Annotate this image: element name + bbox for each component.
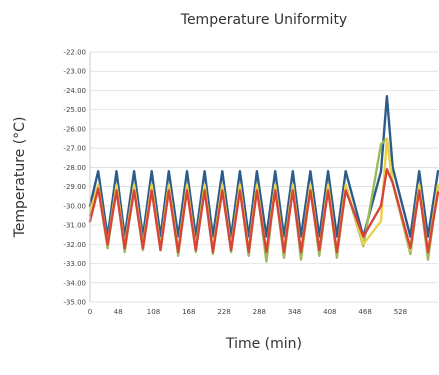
y-tick-label: -35.00: [63, 299, 86, 307]
x-tick-label: 468: [358, 308, 371, 316]
x-tick-label: 168: [182, 308, 195, 316]
y-tick-label: -25.00: [63, 106, 86, 114]
y-tick-label: -33.00: [63, 260, 86, 268]
y-tick-label: -29.00: [63, 183, 86, 191]
x-tick-label: 528: [394, 308, 407, 316]
y-tick-label: -27.00: [63, 145, 86, 153]
chart-title: Temperature Uniformity: [180, 12, 347, 28]
y-tick-label: -24.00: [63, 87, 86, 95]
x-tick-label: 48: [114, 308, 123, 316]
x-axis-ticks: 0 48 108 168 228 288 348 408 468 528: [88, 308, 407, 316]
y-tick-label: -23.00: [63, 68, 86, 76]
x-tick-label: 288: [253, 308, 266, 316]
y-axis-ticks: -22.00 -23.00 -24.00 -25.00 -26.00 -27.00 -28.…: [63, 49, 86, 307]
y-tick-label: -26.00: [63, 125, 86, 133]
gridlines: [90, 51, 438, 303]
series-lines: [88, 94, 439, 263]
y-tick-label: -34.00: [63, 279, 86, 287]
y-tick-label: -31.00: [63, 222, 86, 230]
y-axis-title: Temperature (°C): [12, 117, 28, 239]
y-tick-label: -30.00: [63, 202, 86, 210]
series-line-4: [88, 168, 439, 254]
y-tick-label: -22.00: [63, 49, 86, 57]
y-tick-label: -28.00: [63, 164, 86, 172]
x-axis-title: Time (min): [225, 336, 302, 352]
x-tick-label: 228: [217, 308, 230, 316]
x-tick-label: 408: [323, 308, 336, 316]
series-line-1: [88, 94, 439, 238]
x-tick-label: 108: [147, 308, 160, 316]
y-tick-label: -32.00: [63, 241, 86, 249]
x-tick-label: 0: [88, 308, 92, 316]
x-tick-label: 348: [288, 308, 301, 316]
